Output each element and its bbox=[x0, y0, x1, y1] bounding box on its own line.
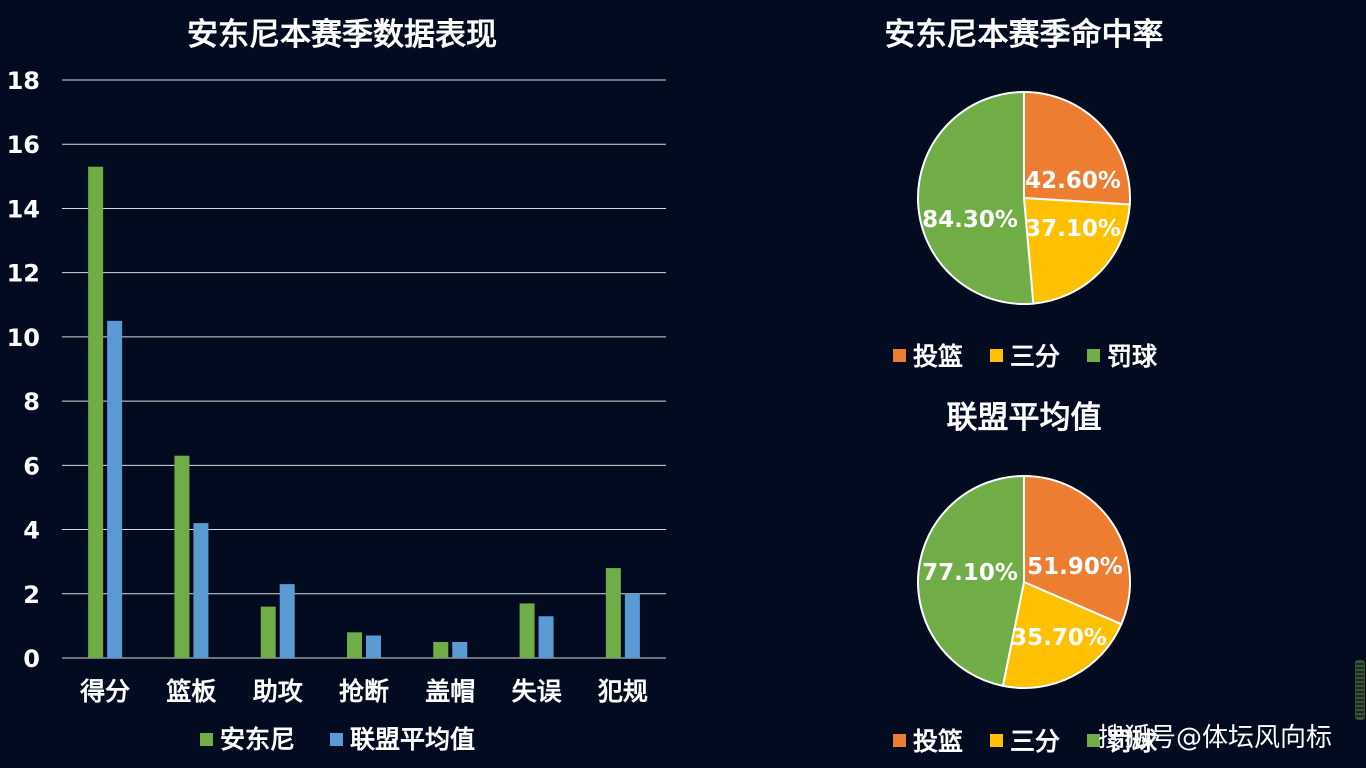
x-tick-label: 助攻 bbox=[253, 677, 304, 706]
pie-legend-swatch-2 bbox=[1087, 734, 1100, 747]
pie-chart-2-legend: 投篮 三分 罚球 bbox=[893, 727, 1158, 756]
bar-league-0 bbox=[107, 320, 123, 658]
x-tick-label: 犯规 bbox=[597, 677, 648, 706]
bar-anthony-4 bbox=[433, 641, 449, 658]
y-tick-label: 6 bbox=[23, 452, 40, 480]
pie-chart-1-legend: 投篮 三分 罚球 bbox=[893, 342, 1158, 371]
legend-swatch-0 bbox=[200, 733, 213, 746]
pie-data-label-2: 77.10% bbox=[922, 560, 1018, 586]
x-tick-label: 抢断 bbox=[339, 677, 389, 706]
y-tick-label: 0 bbox=[23, 645, 40, 673]
pie-slice-1 bbox=[1022, 196, 1131, 305]
y-tick-label: 14 bbox=[7, 195, 40, 223]
pie-legend-label-0: 投篮 bbox=[913, 342, 963, 371]
bar-league-6 bbox=[624, 593, 640, 658]
pie-data-label-1: 37.10% bbox=[1025, 216, 1121, 242]
bar-chart-x-axis: 得分 篮板 助攻 抢断 盖帽 失误 犯规 bbox=[79, 677, 648, 706]
pie-data-label-0: 42.60% bbox=[1025, 168, 1121, 194]
pie-chart-1: 42.60% 37.10% 84.30% bbox=[917, 90, 1131, 305]
bar-anthony-5 bbox=[519, 603, 535, 658]
pie-legend-label-0: 投篮 bbox=[913, 727, 963, 756]
bar-chart-legend: 安东尼 联盟平均值 bbox=[200, 725, 475, 754]
pie-legend-swatch-0 bbox=[893, 349, 906, 362]
watermark-text: 搜狐号@体坛风向标 bbox=[1098, 723, 1332, 753]
pie-slice-2 bbox=[917, 90, 1035, 305]
pie-data-label-2: 84.30% bbox=[922, 207, 1018, 233]
bar-chart-bars bbox=[88, 166, 640, 658]
bar-league-1 bbox=[193, 523, 209, 658]
pie-data-label-1: 35.70% bbox=[1011, 625, 1107, 651]
y-tick-label: 16 bbox=[7, 131, 40, 159]
bar-anthony-2 bbox=[260, 606, 276, 658]
y-tick-label: 4 bbox=[23, 517, 40, 545]
pie-legend-swatch-0 bbox=[893, 734, 906, 747]
legend-label-0: 安东尼 bbox=[220, 725, 295, 754]
bar-anthony-6 bbox=[605, 568, 621, 658]
bar-league-2 bbox=[279, 584, 295, 658]
bar-chart-title: 安东尼本赛季数据表现 bbox=[187, 17, 497, 53]
x-tick-label: 得分 bbox=[79, 677, 130, 706]
bar-anthony-1 bbox=[174, 455, 190, 658]
pie-legend-label-1: 三分 bbox=[1010, 727, 1060, 756]
pie-legend-swatch-1 bbox=[990, 349, 1003, 362]
pie-slice-2 bbox=[917, 474, 1025, 688]
bar-chart-y-axis: 0 2 4 6 8 10 12 14 16 18 bbox=[7, 67, 40, 673]
pie-slice-1 bbox=[1001, 580, 1123, 689]
x-tick-label: 篮板 bbox=[165, 677, 216, 706]
pie-chart-1-title: 安东尼本赛季命中率 bbox=[885, 17, 1164, 53]
pie-data-label-0: 51.90% bbox=[1027, 554, 1123, 580]
pie-legend-swatch-2 bbox=[1087, 349, 1100, 362]
pie-slice-0 bbox=[1023, 90, 1131, 206]
y-tick-label: 18 bbox=[7, 67, 40, 95]
bar-anthony-0 bbox=[88, 166, 104, 658]
pie-legend-label-1: 三分 bbox=[1010, 342, 1060, 371]
y-tick-label: 12 bbox=[7, 260, 40, 288]
pie-legend-label-2: 罚球 bbox=[1107, 727, 1158, 756]
pie-slice-0 bbox=[1023, 474, 1131, 626]
y-tick-label: 8 bbox=[23, 388, 40, 416]
x-tick-label: 盖帽 bbox=[425, 677, 475, 706]
pie-chart-2-title: 联盟平均值 bbox=[947, 400, 1102, 436]
bar-anthony-3 bbox=[347, 632, 362, 658]
pie-chart-2: 51.90% 35.70% 77.10% bbox=[917, 474, 1131, 689]
bar-league-5 bbox=[538, 616, 554, 658]
pie-legend-label-2: 罚球 bbox=[1107, 342, 1158, 371]
x-tick-label: 失误 bbox=[512, 677, 563, 706]
bar-league-3 bbox=[366, 635, 381, 658]
scrollbar-thumb[interactable] bbox=[1355, 660, 1365, 720]
legend-label-1: 联盟平均值 bbox=[350, 725, 475, 754]
y-tick-label: 10 bbox=[7, 324, 40, 352]
y-tick-label: 2 bbox=[23, 581, 40, 609]
bar-chart-gridlines bbox=[62, 79, 666, 659]
bar-league-4 bbox=[452, 641, 468, 658]
legend-swatch-1 bbox=[330, 733, 343, 746]
pie-legend-swatch-1 bbox=[990, 734, 1003, 747]
